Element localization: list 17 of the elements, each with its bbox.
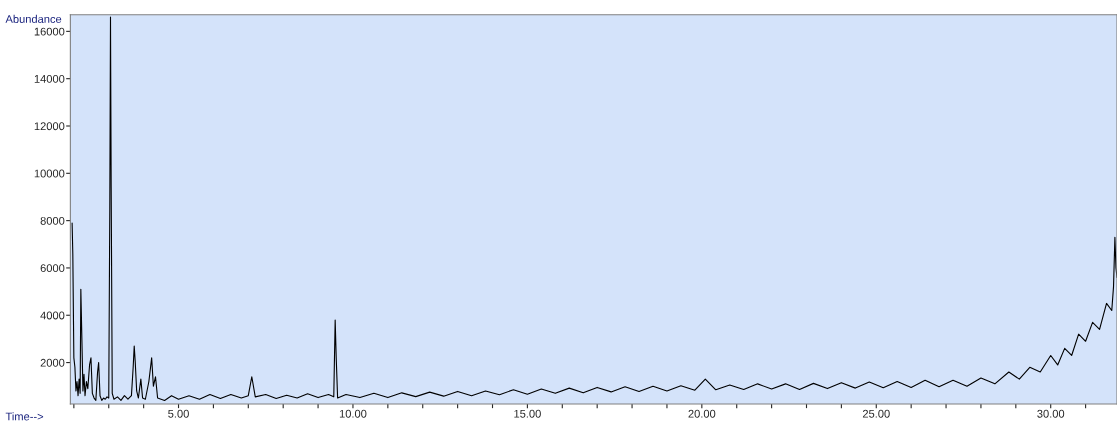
x-tick-label: 25.00 <box>862 409 890 418</box>
x-tick-label: 10.00 <box>339 409 367 418</box>
y-tick-label: 12000 <box>34 122 65 131</box>
y-tick-label: 8000 <box>40 216 65 225</box>
x-tick-label: 15.00 <box>514 409 541 418</box>
y-axis-title: Abundance <box>5 14 62 23</box>
x-tick-label: 5.00 <box>168 409 189 418</box>
y-tick-label: 16000 <box>34 27 65 36</box>
y-tick-label: 14000 <box>34 74 65 83</box>
y-tick-label: 6000 <box>40 264 65 273</box>
x-tick-label: 20.00 <box>688 409 716 418</box>
x-tick-label: 30.00 <box>1037 409 1065 418</box>
x-axis-title: Time--> <box>5 412 44 421</box>
y-tick-label: 10000 <box>34 169 65 178</box>
y-tick-label: 4000 <box>40 311 65 320</box>
y-tick-label: 2000 <box>40 358 65 367</box>
line-series <box>71 16 1117 401</box>
